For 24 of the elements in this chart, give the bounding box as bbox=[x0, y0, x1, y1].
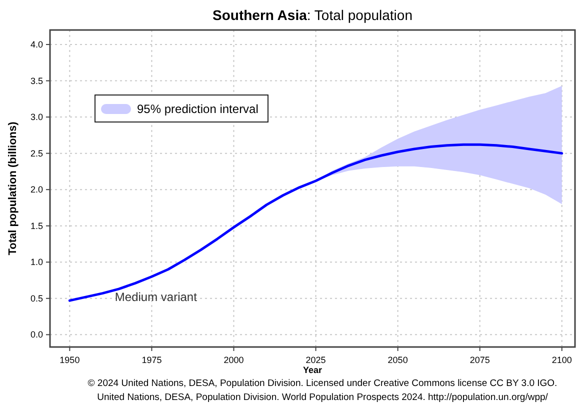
y-tick-label: 1.5 bbox=[30, 220, 43, 231]
x-tick-label: 2100 bbox=[552, 355, 572, 365]
legend-label: 95% prediction interval bbox=[137, 102, 258, 116]
x-axis-title: Year bbox=[302, 365, 322, 375]
text: United Nations, DESA, Population Division. World Population Prospects 2024. http://population.un.org/wpp/ bbox=[97, 392, 548, 403]
y-tick-label: 3.0 bbox=[30, 112, 43, 122]
y-tick-label: 0.5 bbox=[30, 293, 43, 304]
x-tick-label: 2000 bbox=[224, 355, 244, 365]
y-tick-label: 4.0 bbox=[30, 40, 43, 50]
y-tick-label: 2.5 bbox=[30, 148, 43, 158]
x-tick-label: 2050 bbox=[388, 355, 408, 365]
x-tick-label: 2025 bbox=[306, 355, 326, 365]
y-tick-label: 1.0 bbox=[30, 257, 43, 268]
text: © 2024 United Nations, DESA, Population Division. Licensed under Creative Commons license CC BY 3.0 IGO. bbox=[88, 378, 558, 389]
x-tick-label: 2075 bbox=[470, 355, 490, 365]
chart-title: Southern Asia: Total population bbox=[212, 7, 412, 23]
line-series bbox=[68, 143, 564, 302]
y-tick-label: 2.0 bbox=[30, 184, 43, 195]
series-label: Medium variant bbox=[114, 290, 198, 304]
x-tick-label: 1975 bbox=[142, 355, 162, 365]
x-tick-label: 1950 bbox=[60, 355, 80, 365]
y-tick-label: 3.5 bbox=[30, 76, 43, 86]
y-tick-label: 0.0 bbox=[30, 330, 43, 340]
y-axis-title: Total population (billions) bbox=[7, 121, 19, 256]
